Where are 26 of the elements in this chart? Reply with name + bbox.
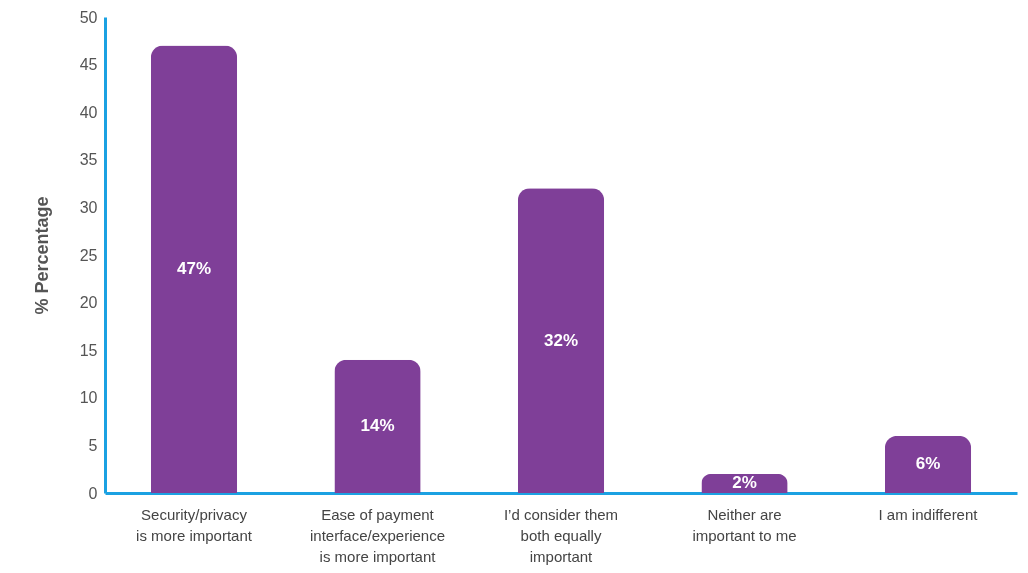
y-tick-label: 50 xyxy=(79,8,98,26)
data-label: 32% xyxy=(543,330,579,350)
x-tick-label: Neither are important to me xyxy=(692,505,797,544)
bar xyxy=(334,359,421,493)
x-tick-label: I’d consider them both equally important xyxy=(503,505,619,565)
data-label: 14% xyxy=(360,416,395,436)
y-tick-label: 5 xyxy=(88,436,98,454)
x-tick-label: Ease of payment interface/experience is more important xyxy=(309,505,446,565)
data-label: 2% xyxy=(732,473,757,493)
bar xyxy=(150,45,238,493)
x-tick-label: I am indifferent xyxy=(878,505,979,523)
x-tick-label: Security/privacy is more important xyxy=(136,505,253,544)
y-tick-label: 45 xyxy=(79,56,98,74)
y-axis-title: % Percentage xyxy=(31,196,52,315)
y-tick-label: 20 xyxy=(79,294,98,312)
y-tick-label: 25 xyxy=(79,246,98,264)
y-tick-label: 0 xyxy=(88,484,98,502)
y-tick-label: 10 xyxy=(79,389,98,407)
bar xyxy=(884,435,972,493)
y-tick-label: 35 xyxy=(79,151,98,169)
data-label: 47% xyxy=(176,259,212,279)
y-tick-label: 30 xyxy=(79,198,98,216)
y-tick-label: 15 xyxy=(79,341,98,359)
bar xyxy=(517,188,605,493)
y-tick-label: 40 xyxy=(79,103,98,121)
data-label: 6% xyxy=(915,454,941,474)
